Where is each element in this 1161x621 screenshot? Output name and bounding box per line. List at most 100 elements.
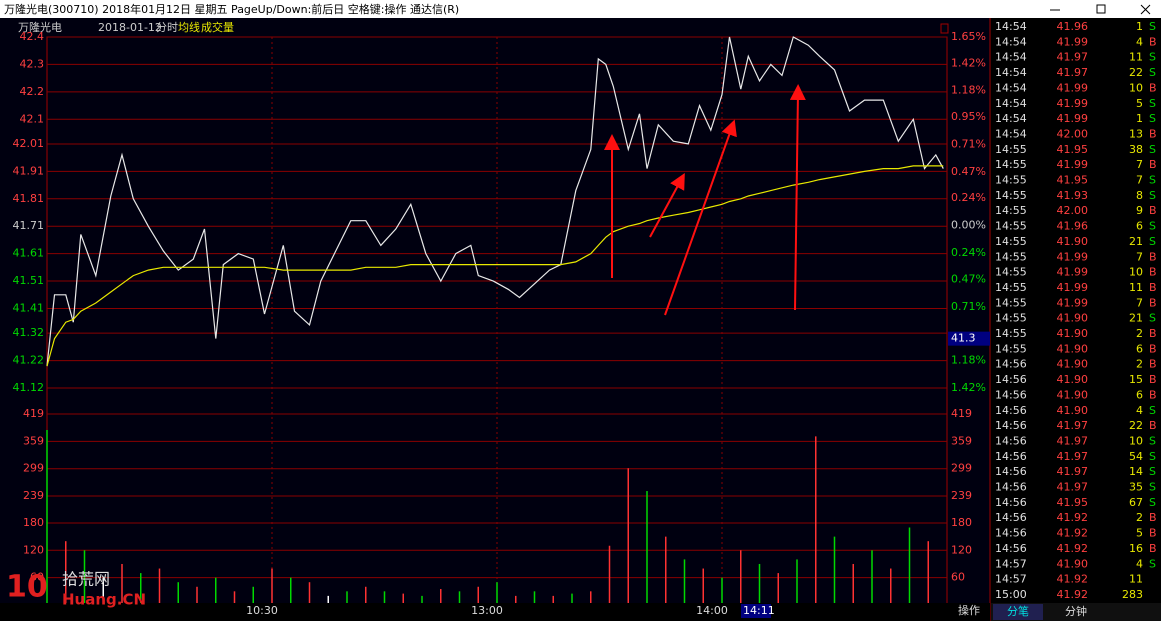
cursor-price-box — [948, 331, 990, 346]
trade-time: 14:55 — [995, 266, 1027, 279]
trade-side: S — [1149, 112, 1156, 125]
watermark-site: 拾荒网 — [62, 570, 110, 589]
trade-volume: 14 — [1129, 465, 1143, 478]
trade-side: B — [1149, 419, 1157, 432]
tab[interactable]: 分笔 — [1007, 604, 1029, 618]
trade-side: B — [1149, 266, 1157, 279]
trade-volume: 4 — [1136, 557, 1143, 570]
trade-volume: 6 — [1136, 220, 1143, 233]
tab-active[interactable] — [993, 604, 1043, 620]
trade-time: 14:55 — [995, 281, 1027, 294]
tab[interactable]: 分钟 — [1065, 604, 1087, 618]
trade-price: 41.97 — [1057, 419, 1089, 432]
trade-price: 41.92 — [1057, 527, 1089, 540]
vol-tick-label-right: 299 — [951, 462, 972, 475]
trade-time: 14:56 — [995, 450, 1027, 463]
trade-price: 41.99 — [1057, 97, 1089, 110]
trade-volume: 7 — [1136, 250, 1143, 263]
vol-tick-label: 359 — [23, 434, 44, 447]
vol-tick-label-right: 359 — [951, 434, 972, 447]
trade-price: 41.99 — [1057, 158, 1089, 171]
trade-price: 41.97 — [1057, 434, 1089, 447]
avg-label: 均线 — [178, 20, 200, 34]
trade-side: B — [1149, 342, 1157, 355]
trade-side: B — [1149, 542, 1157, 555]
trade-time: 14:54 — [995, 81, 1027, 94]
title-bar — [0, 0, 1161, 18]
trade-time: 14:56 — [995, 496, 1027, 509]
trade-side: S — [1149, 97, 1156, 110]
trade-side: B — [1149, 296, 1157, 309]
trade-side: B — [1149, 388, 1157, 401]
trade-time: 14:54 — [995, 35, 1027, 48]
watermark-url: Huang.CN — [62, 591, 146, 609]
trade-volume: 7 — [1136, 158, 1143, 171]
trade-time: 14:55 — [995, 235, 1027, 248]
trade-side: S — [1149, 312, 1156, 325]
trade-time: 14:56 — [995, 358, 1027, 371]
x-tick-label: 13:00 — [471, 604, 503, 617]
vol-tick-label: 60 — [30, 571, 44, 584]
trade-time: 14:54 — [995, 51, 1027, 64]
vol-tick-label: 120 — [23, 543, 44, 556]
trade-side: S — [1149, 404, 1156, 417]
trade-price: 41.90 — [1057, 358, 1089, 371]
trade-time: 14:56 — [995, 419, 1027, 432]
y2-tick-label: 0.71% — [951, 137, 986, 150]
trade-volume: 283 — [1122, 588, 1143, 601]
trade-price: 41.99 — [1057, 35, 1089, 48]
trade-time: 14:54 — [995, 20, 1027, 33]
trade-time: 14:55 — [995, 312, 1027, 325]
trade-time: 14:55 — [995, 342, 1027, 355]
mini-button[interactable] — [940, 23, 949, 34]
trade-volume: 5 — [1136, 97, 1143, 110]
trade-time: 14:54 — [995, 66, 1027, 79]
trade-price: 41.99 — [1057, 296, 1089, 309]
trade-volume: 38 — [1129, 143, 1143, 156]
trade-price: 41.90 — [1057, 327, 1089, 340]
trade-price: 41.99 — [1057, 112, 1089, 125]
trade-price: 41.90 — [1057, 404, 1089, 417]
trade-price: 42.00 — [1057, 204, 1089, 217]
trade-price: 41.90 — [1057, 373, 1089, 386]
date: 2018-01-12 — [98, 21, 162, 34]
trade-price: 41.97 — [1057, 66, 1089, 79]
y-tick-label: 42.3 — [20, 57, 45, 70]
trade-volume: 67 — [1129, 496, 1143, 509]
chart-bg — [0, 18, 990, 603]
y2-tick-label: 1.42% — [951, 381, 986, 394]
window-controls[interactable] — [1050, 4, 1151, 15]
trade-volume: 5 — [1136, 527, 1143, 540]
trade-price: 41.92 — [1057, 573, 1089, 586]
trade-volume: 21 — [1129, 312, 1143, 325]
trade-volume: 2 — [1136, 358, 1143, 371]
trade-side: S — [1149, 174, 1156, 187]
trade-time: 14:56 — [995, 434, 1027, 447]
trade-price: 41.97 — [1057, 465, 1089, 478]
y-tick-label: 42.1 — [20, 112, 45, 125]
y-tick-label: 42.4 — [20, 30, 45, 43]
trade-volume: 8 — [1136, 189, 1143, 202]
trade-price: 41.97 — [1057, 481, 1089, 494]
trade-time: 14:55 — [995, 220, 1027, 233]
y2-tick-label: 1.18% — [951, 354, 986, 367]
average-line — [46, 165, 944, 367]
y-tick-label: 41.91 — [13, 164, 45, 177]
trade-side: S — [1149, 20, 1156, 33]
y-tick-label: 41.41 — [13, 301, 45, 314]
y2-tick-label: 0.47% — [951, 165, 986, 178]
action-button[interactable]: 操作 — [958, 603, 980, 617]
trade-time: 14:55 — [995, 250, 1027, 263]
trade-time: 14:57 — [995, 557, 1027, 570]
trade-side: B — [1149, 527, 1157, 540]
y2-tick-label: 0.95% — [951, 110, 986, 123]
trade-price: 41.95 — [1057, 143, 1089, 156]
trade-volume: 13 — [1129, 127, 1143, 140]
y2-tick-label: 1.18% — [951, 84, 986, 97]
trade-side: B — [1149, 358, 1157, 371]
trade-price: 41.90 — [1057, 557, 1089, 570]
trade-side: B — [1149, 158, 1157, 171]
trade-price: 42.00 — [1057, 127, 1089, 140]
y2-tick-label: 0.00% — [951, 219, 986, 232]
vol-tick-label-right: 120 — [951, 543, 972, 556]
